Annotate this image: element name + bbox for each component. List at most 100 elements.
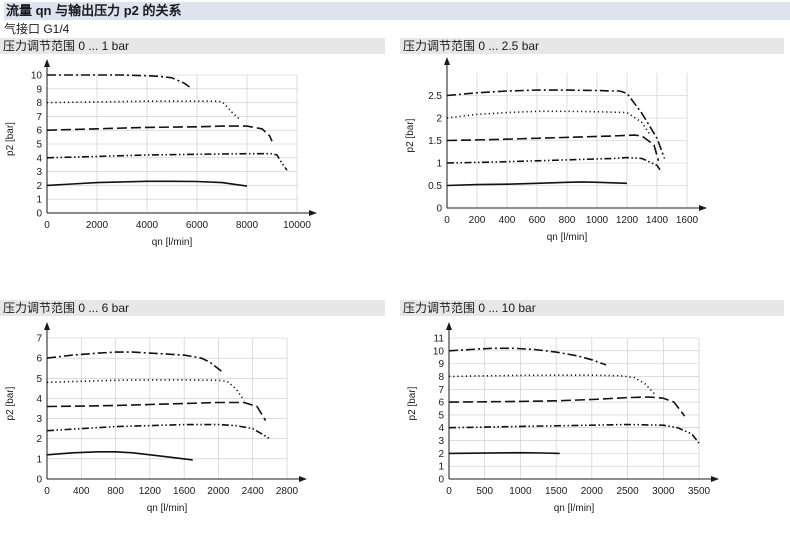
chart-4-series-1-line	[448, 451, 560, 455]
chart-2-ylabel: p2 [bar]	[405, 118, 416, 152]
chart-2-ytick-label-0: 0	[436, 204, 442, 215]
chart-4-series-2-line	[448, 423, 700, 444]
chart-3-series-3-line	[46, 401, 267, 422]
chart-1-y-arrow	[44, 59, 50, 67]
chart-4-ytick-label-5: 5	[438, 410, 444, 421]
chart-3-x-arrow	[299, 476, 307, 482]
chart-3-series-2-line	[46, 423, 271, 440]
chart-3-series-1-line	[46, 450, 193, 461]
page-subtitle: 气接口 G1/4	[4, 22, 70, 36]
chart-2-ytick-label-3: 1.5	[428, 136, 442, 147]
chart-4-ytick-label-6: 6	[438, 398, 444, 409]
chart-3-xtick-label-5: 2000	[207, 486, 230, 497]
chart-4-xlabel: qn [l/min]	[554, 503, 595, 514]
chart-4-xtick-label-2: 1000	[509, 486, 532, 497]
chart-1-xtick-label-5: 10000	[283, 220, 311, 231]
chart-4-series-3-line	[448, 396, 686, 417]
chart-2-xtick-label-2: 400	[499, 215, 516, 226]
chart-3-title: 压力调节范围 0 ... 6 bar	[0, 300, 385, 316]
chart-2-x-arrow	[699, 205, 707, 211]
chart-2-xlabel: qn [l/min]	[547, 232, 588, 243]
chart-2-series-5-line	[446, 89, 666, 159]
chart-1-ytick-label-1: 1	[36, 195, 42, 206]
chart-4-ylabel: p2 [bar]	[407, 386, 418, 420]
chart-4-ytick-label-2: 2	[438, 449, 444, 460]
chart-1-ytick-label-10: 10	[31, 71, 43, 82]
chart-2-xtick-label-3: 600	[529, 215, 546, 226]
chart-4-ytick-label-10: 10	[433, 346, 445, 357]
chart-2-series-3-line	[446, 134, 660, 162]
chart-3-ytick-label-6: 6	[36, 354, 42, 365]
chart-1-series-2-line	[46, 152, 288, 171]
chart-3-xtick-label-3: 1200	[139, 486, 162, 497]
chart-1-series-1-line	[46, 180, 248, 187]
chart-4-ytick-label-0: 0	[438, 475, 444, 486]
chart-2-series-2-line	[446, 156, 663, 173]
chart-1-ytick-label-3: 3	[36, 167, 42, 178]
chart-3-ytick-label-1: 1	[36, 454, 42, 465]
chart-1-ytick-label-2: 2	[36, 181, 42, 192]
chart-2-xtick-label-6: 1200	[616, 215, 639, 226]
chart-4-ytick-label-9: 9	[438, 359, 444, 370]
chart-1-xtick-label-2: 4000	[136, 220, 159, 231]
chart-2-xtick-label-1: 200	[469, 215, 486, 226]
chart-3-ytick-label-3: 3	[36, 414, 42, 425]
chart-3-ytick-label-0: 0	[36, 475, 42, 486]
chart-4-ytick-label-11: 11	[434, 334, 445, 345]
chart-4-xtick-label-4: 2000	[581, 486, 604, 497]
chart-1-ytick-label-6: 6	[36, 126, 42, 137]
header: 流量 qn 与输出压力 p2 的关系 气接口 G1/4	[0, 0, 790, 40]
chart-2-ytick-label-5: 2.5	[428, 91, 442, 102]
chart-3-ytick-label-4: 4	[36, 394, 42, 405]
chart-4-series-4-line	[448, 374, 657, 397]
chart-3-xtick-label-6: 2400	[242, 486, 265, 497]
chart-3-ytick-label-5: 5	[36, 374, 42, 385]
chart-2-ytick-label-1: 0.5	[428, 181, 442, 192]
chart-3-ytick-label-7: 7	[36, 334, 42, 345]
chart-2-xtick-label-7: 1400	[646, 215, 669, 226]
chart-3-xtick-label-0: 0	[44, 486, 50, 497]
chart-1-xtick-label-0: 0	[44, 220, 50, 231]
chart-4-title: 压力调节范围 0 ... 10 bar	[400, 300, 784, 316]
chart-3-xtick-label-1: 400	[73, 486, 90, 497]
chart-2-series-1-line	[446, 181, 628, 187]
chart-4-ytick-label-3: 3	[438, 436, 444, 447]
chart-4-xtick-label-6: 3000	[652, 486, 675, 497]
chart-2-xtick-label-5: 1000	[586, 215, 609, 226]
chart-4-ytick-label-7: 7	[438, 385, 444, 396]
chart-1-xlabel: qn [l/min]	[152, 237, 193, 248]
chart-3-ytick-label-2: 2	[36, 434, 42, 445]
chart-4-xtick-label-5: 2500	[616, 486, 639, 497]
chart-2-ytick-label-2: 1	[436, 159, 442, 170]
chart-1-ytick-label-9: 9	[36, 84, 42, 95]
chart-3-y-arrow	[44, 322, 50, 330]
chart-4-xtick-label-7: 3500	[688, 486, 711, 497]
chart-1-xtick-label-4: 8000	[236, 220, 259, 231]
chart-3-series-5-line	[46, 351, 224, 373]
chart-2-xtick-label-8: 1600	[676, 215, 699, 226]
chart-1-ytick-label-8: 8	[36, 98, 42, 109]
chart-2-title: 压力调节范围 0 ... 2.5 bar	[400, 38, 784, 54]
chart-2-xtick-label-0: 0	[444, 215, 450, 226]
chart-1-ytick-label-4: 4	[36, 153, 42, 164]
chart-2-xtick-label-4: 800	[559, 215, 576, 226]
chart-4-xtick-label-0: 0	[446, 486, 452, 497]
chart-3-ylabel: p2 [bar]	[5, 386, 16, 420]
chart-1-xtick-label-3: 6000	[186, 220, 209, 231]
chart-4-x-arrow	[711, 476, 719, 482]
chart-1-ylabel: p2 [bar]	[5, 122, 16, 156]
chart-4-y-arrow	[446, 322, 452, 330]
chart-1-title: 压力调节范围 0 ... 1 bar	[0, 38, 385, 54]
chart-4-ytick-label-8: 8	[438, 372, 444, 383]
chart-4-series-5-line	[448, 347, 607, 366]
chart-2-y-arrow	[444, 57, 450, 65]
chart-1-x-arrow	[309, 210, 317, 216]
chart-1-xtick-label-1: 2000	[86, 220, 109, 231]
chart-4-xtick-label-1: 500	[476, 486, 493, 497]
chart-1-series-3-line	[46, 125, 273, 142]
page-title: 流量 qn 与输出压力 p2 的关系	[4, 2, 790, 20]
